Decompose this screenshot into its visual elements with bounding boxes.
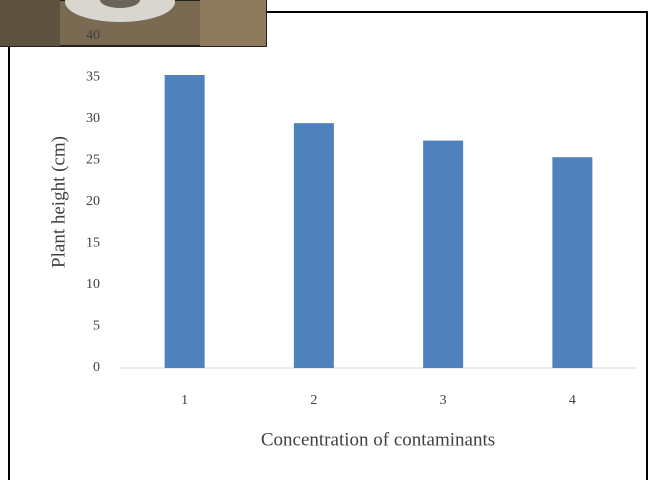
y-tick-label: 30 xyxy=(86,111,100,126)
bar xyxy=(552,157,593,368)
y-tick-label: 10 xyxy=(86,277,100,292)
photo-shade xyxy=(0,0,60,46)
bar xyxy=(164,75,205,368)
photo-fragment xyxy=(0,0,267,47)
x-tick-label: 2 xyxy=(310,393,317,408)
x-axis-title: Concentration of contaminants xyxy=(261,429,495,450)
photo-object-detail xyxy=(100,0,140,8)
y-tick-label: 35 xyxy=(86,70,100,85)
photo-ground xyxy=(200,0,266,46)
x-tick-label: 1 xyxy=(181,393,188,408)
x-tick-label: 3 xyxy=(440,393,447,408)
photo-object xyxy=(65,0,175,22)
bar xyxy=(293,123,334,369)
y-tick-label: 20 xyxy=(86,194,100,209)
y-tick-label: 0 xyxy=(93,360,100,375)
y-tick-label: 5 xyxy=(93,319,100,334)
x-tick-label: 4 xyxy=(569,393,576,408)
bar xyxy=(423,140,464,368)
y-tick-label: 25 xyxy=(86,153,100,168)
y-tick-label: 40 xyxy=(86,28,100,43)
y-tick-label: 15 xyxy=(86,236,100,251)
y-axis-title: Plant height (cm) xyxy=(48,136,69,268)
